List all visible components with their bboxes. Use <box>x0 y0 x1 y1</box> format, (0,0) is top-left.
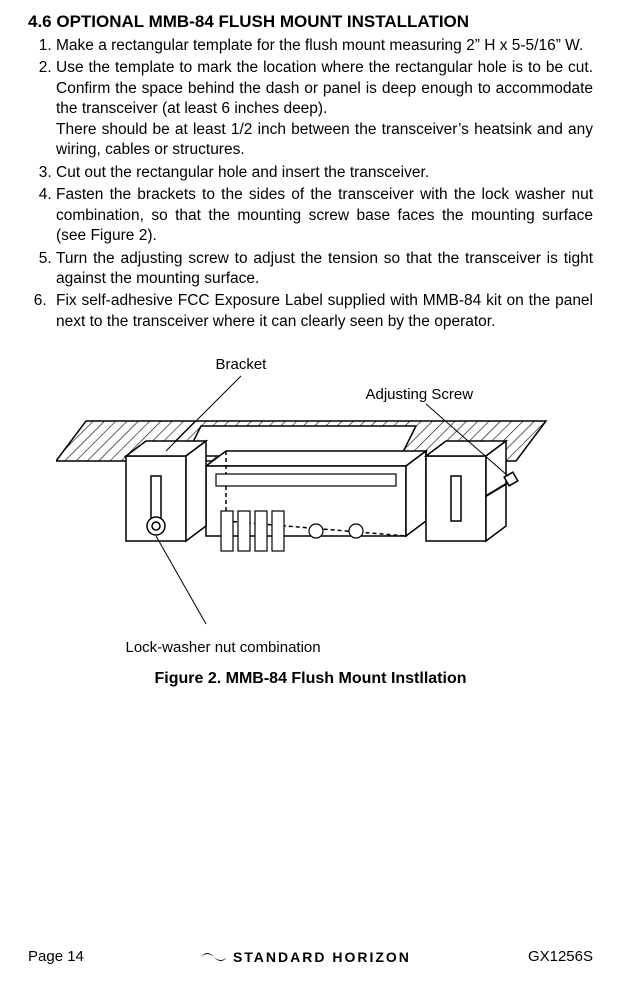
step-2: Use the template to mark the location wh… <box>56 58 593 160</box>
step-5: Turn the adjusting screw to adjust the t… <box>56 249 593 290</box>
step-3: Cut out the rectangular hole and insert … <box>56 163 593 183</box>
step-6: Fix self-adhesive FCC Exposure Label sup… <box>51 291 593 332</box>
step-text: Use the template to mark the location wh… <box>56 59 593 117</box>
section-heading: 4.6 OPTIONAL MMB-84 FLUSH MOUNT INSTALLA… <box>28 12 593 32</box>
label-adjusting-screw: Adjusting Screw <box>366 386 474 403</box>
brand-text: STANDARD HORIZON <box>233 949 411 965</box>
page: 4.6 OPTIONAL MMB-84 FLUSH MOUNT INSTALLA… <box>0 0 621 993</box>
step-text: Fix self-adhesive FCC Exposure Label sup… <box>56 292 593 329</box>
step-4: Fasten the brackets to the sides of the … <box>56 185 593 246</box>
label-bracket: Bracket <box>216 356 267 373</box>
label-lock-washer: Lock-washer nut combination <box>126 639 321 656</box>
page-number: Page 14 <box>28 948 84 965</box>
figure-caption: Figure 2. MMB-84 Flush Mount Instllation <box>56 670 566 688</box>
page-footer: Page 14 STANDARD HORIZON GX1256S <box>0 948 621 965</box>
brand: STANDARD HORIZON <box>201 949 411 965</box>
step-subtext: There should be at least 1/2 inch betwee… <box>56 120 593 161</box>
steps-list: Make a rectangular template for the flus… <box>28 36 593 332</box>
step-text: Turn the adjusting screw to adjust the t… <box>56 250 593 287</box>
brand-logo-icon <box>201 949 227 965</box>
step-1: Make a rectangular template for the flus… <box>56 36 593 56</box>
step-text: Make a rectangular template for the flus… <box>56 37 583 54</box>
model-number: GX1256S <box>528 948 593 965</box>
step-text: Cut out the rectangular hole and insert … <box>56 164 429 181</box>
figure-2: Bracket Adjusting Screw <box>56 356 566 688</box>
flush-mount-diagram <box>56 356 566 656</box>
step-text: Fasten the brackets to the sides of the … <box>56 186 593 244</box>
